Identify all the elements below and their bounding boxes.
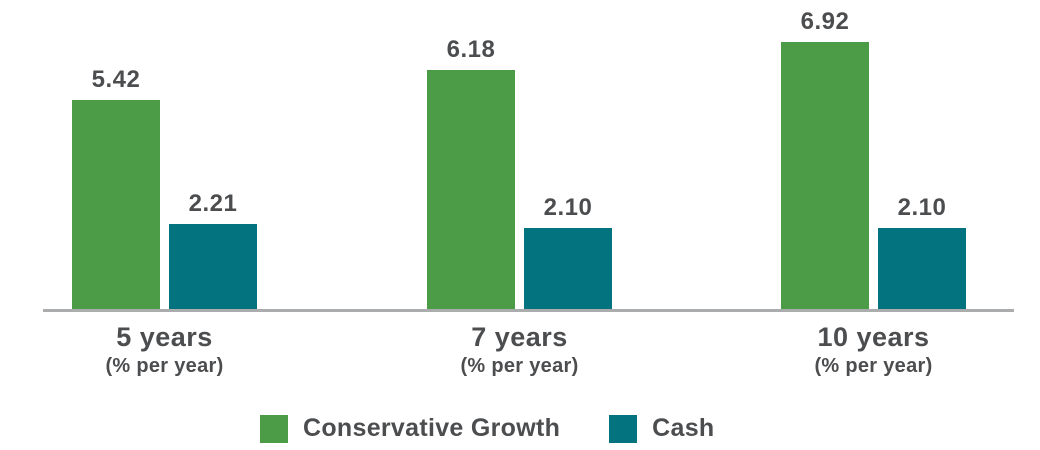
value-label: 2.10 xyxy=(543,194,593,221)
bar-cash-7-years xyxy=(524,228,612,309)
category-sublabel: (% per year) xyxy=(814,355,933,377)
value-label: 5.42 xyxy=(91,66,141,93)
legend-swatch-conservative-growth xyxy=(260,414,288,443)
bar-conservative-growth-10-years xyxy=(781,42,869,309)
legend: Conservative Growth Cash xyxy=(260,414,715,443)
value-label: 2.10 xyxy=(897,194,947,221)
bar-cash-5-years xyxy=(169,224,257,309)
legend-swatch-cash xyxy=(609,414,638,443)
legend-label-conservative-growth: Conservative Growth xyxy=(303,414,561,442)
value-label: 2.21 xyxy=(188,190,238,217)
category-label: 10 years xyxy=(817,322,930,352)
category-sublabel: (% per year) xyxy=(460,355,579,377)
category-label: 7 years xyxy=(471,322,568,352)
bar-conservative-growth-7-years xyxy=(427,70,515,309)
bar-conservative-growth-5-years xyxy=(72,100,160,309)
value-label: 6.92 xyxy=(800,8,850,35)
value-label: 6.18 xyxy=(446,36,496,63)
bar-cash-10-years xyxy=(878,228,966,309)
x-axis-line xyxy=(43,309,1014,312)
category-label: 5 years xyxy=(116,322,213,352)
category-sublabel: (% per year) xyxy=(105,355,224,377)
legend-label-cash: Cash xyxy=(652,414,715,442)
